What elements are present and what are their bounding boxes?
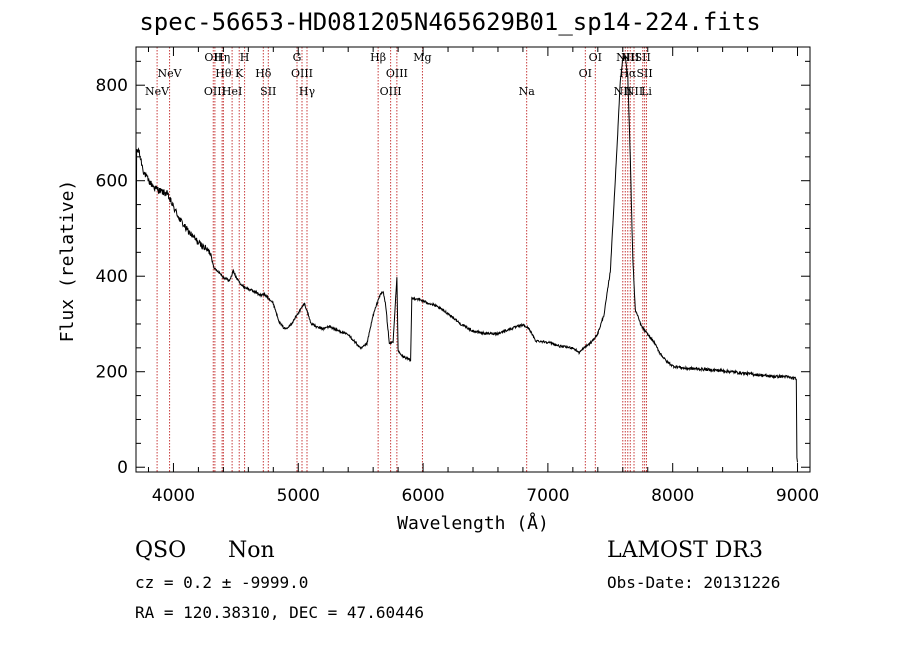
axis-tick-labels: 4000 5000 6000 7000 8000 9000 0 200 400 600 800	[96, 76, 820, 506]
line-marker-label: H	[240, 51, 250, 64]
x-axis-label: Wavelength (Å)	[397, 512, 549, 534]
y-tick-label: 600	[96, 172, 128, 192]
line-marker-label: OI	[589, 51, 602, 64]
spectrum-line	[135, 54, 798, 463]
spectrum-series	[135, 54, 798, 463]
line-marker-label: Mg	[413, 51, 431, 64]
line-marker-label: NeV	[158, 67, 183, 80]
y-tick-label: 200	[96, 363, 128, 383]
line-marker-label: K	[235, 67, 244, 80]
line-marker-label: NII	[614, 85, 632, 98]
observation-date: Obs-Date: 20131226	[607, 573, 781, 592]
x-tick-label: 7000	[526, 486, 569, 506]
line-marker-label: HeI	[222, 85, 242, 98]
object-subclass: Non	[228, 538, 275, 563]
y-tick-label: 800	[96, 76, 128, 96]
y-axis-label: Flux (relative)	[57, 180, 78, 343]
ra-dec-coordinates: RA = 120.38310, DEC = 47.60446	[135, 603, 424, 622]
line-marker-label: Hη	[214, 51, 230, 64]
redshift-cz: cz = 0.2 ± -9999.0	[135, 573, 309, 592]
line-marker-label: Hδ	[255, 67, 272, 80]
object-class: QSO	[135, 538, 187, 563]
line-marker-label: NeV	[145, 85, 170, 98]
line-marker-label: Hθ	[215, 67, 232, 80]
x-tick-label: 6000	[401, 486, 444, 506]
line-marker-label: Na	[519, 85, 536, 98]
line-marker-label: OIII	[380, 85, 402, 98]
line-marker-label: Hγ	[299, 85, 316, 98]
y-tick-label: 0	[117, 458, 128, 478]
line-marker-label: OI	[579, 67, 592, 80]
line-marker-label: OIII	[204, 85, 226, 98]
line-marker-label: OII	[204, 51, 222, 64]
line-marker-label: SII	[260, 85, 276, 98]
x-tick-label: 8000	[651, 486, 694, 506]
plot-frame	[135, 46, 811, 473]
line-markers	[156, 47, 647, 472]
x-tick-label: 4000	[152, 486, 195, 506]
line-marker-label: Hα	[619, 67, 637, 80]
line-marker-labels: NeVNeVOIIOIIIHηHθHeIKHHδSIIGOIIIHγHβOIII…	[145, 51, 653, 98]
line-marker-label: SII	[635, 51, 651, 64]
survey-name: LAMOST DR3	[607, 538, 763, 563]
line-marker-label: Li	[641, 85, 652, 98]
chart-title: spec-56653-HD081205N465629B01_sp14-224.f…	[139, 8, 761, 36]
axis-ticks	[136, 47, 810, 472]
line-marker-label: OIII	[291, 67, 313, 80]
line-marker-label: Hβ	[370, 51, 386, 64]
x-tick-label: 5000	[277, 486, 320, 506]
line-marker-label: OIII	[386, 67, 408, 80]
line-marker-label: G	[293, 51, 302, 64]
line-marker-label: SII	[637, 67, 653, 80]
y-tick-label: 400	[96, 267, 128, 287]
x-tick-label: 9000	[776, 486, 819, 506]
line-marker-label: NII	[625, 85, 643, 98]
